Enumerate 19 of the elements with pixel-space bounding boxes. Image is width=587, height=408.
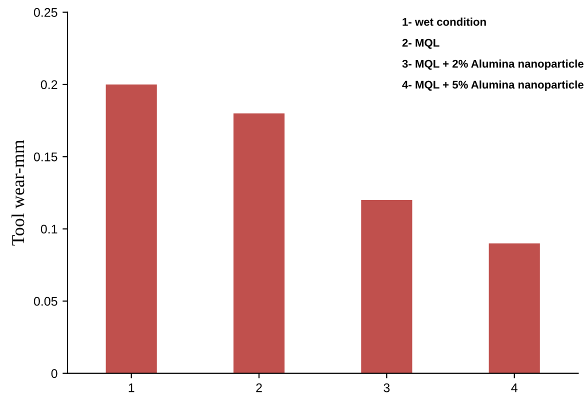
y-tick-label: 0 bbox=[51, 369, 58, 378]
annotation: 1- wet condition bbox=[402, 18, 486, 26]
bar bbox=[106, 84, 157, 374]
annotation: 2- MQL bbox=[402, 38, 440, 49]
y-tick-label: 0.1 bbox=[40, 224, 58, 234]
y-tick-label: 0.15 bbox=[34, 152, 58, 162]
x-tick-label: 4 bbox=[511, 384, 518, 392]
y-axis-title: Tool wear-mm bbox=[12, 140, 24, 246]
x-tick-label: 1 bbox=[128, 384, 134, 392]
bar bbox=[233, 113, 285, 374]
bar bbox=[361, 200, 412, 374]
annotation: 3- MQL + 2% Alumina nanoparticle bbox=[402, 60, 584, 70]
bar bbox=[488, 243, 540, 374]
x-tick-label: 3 bbox=[384, 383, 390, 392]
y-tick-label: 0.25 bbox=[34, 8, 58, 17]
annotation: 4- MQL + 5% Alumina nanoparticle bbox=[402, 80, 584, 91]
y-tick-label: 0.05 bbox=[34, 296, 58, 306]
x-tick-label: 2 bbox=[256, 383, 262, 392]
y-tick-label: 0.2 bbox=[40, 80, 58, 90]
